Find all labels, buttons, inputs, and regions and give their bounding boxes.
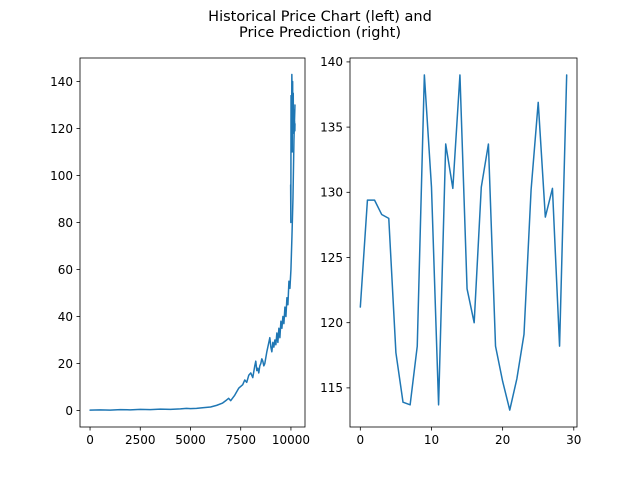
historical-x-tick-label: 2500 — [125, 433, 156, 447]
prediction-y-tick-label: 120 — [320, 316, 343, 330]
prediction-y-tick-label: 125 — [320, 251, 343, 265]
historical-x-tick-label: 5000 — [175, 433, 206, 447]
historical-series-line-1 — [289, 73, 296, 224]
prediction-x-tick-label: 10 — [424, 433, 439, 447]
prediction-y-tick-label: 115 — [320, 381, 343, 395]
historical-x-tick-label: 0 — [86, 433, 94, 447]
figure-title-line-1: Historical Price Chart (left) and — [208, 9, 432, 25]
prediction-axes-frame — [349, 57, 578, 428]
historical-y-tick-label: 100 — [50, 169, 73, 183]
prediction-y-tick-label: 135 — [320, 120, 343, 134]
prediction-y-tick-label: 140 — [320, 55, 343, 69]
historical-x-tick-label: 7500 — [225, 433, 256, 447]
historical-x-tick-label: 10000 — [272, 433, 310, 447]
prediction-series-line-0 — [359, 74, 568, 411]
prediction-y-tick-label: 130 — [320, 186, 343, 200]
historical-y-tick-label: 60 — [58, 263, 73, 277]
historical-y-tick-label: 40 — [58, 310, 73, 324]
historical-y-tick-label: 120 — [50, 122, 73, 136]
historical-price-chart: 0 2500 5000 7500 10000 0 20 40 60 80 100 120 140 — [50, 57, 310, 447]
historical-series-line-0 — [89, 104, 296, 411]
price-prediction-chart: 0 10 20 30 115 120 125 130 135 140 — [320, 55, 581, 447]
prediction-x-tick-label: 20 — [495, 433, 510, 447]
historical-y-tick-label: 140 — [50, 75, 73, 89]
historical-y-tick-label: 80 — [58, 216, 73, 230]
prediction-x-tick-label: 0 — [356, 433, 364, 447]
historical-axes-frame — [79, 57, 306, 428]
historical-y-tick-label: 0 — [65, 404, 73, 418]
prediction-x-tick-label: 30 — [566, 433, 581, 447]
historical-y-tick-label: 20 — [58, 357, 73, 371]
figure-title-line-2: Price Prediction (right) — [238, 25, 401, 41]
